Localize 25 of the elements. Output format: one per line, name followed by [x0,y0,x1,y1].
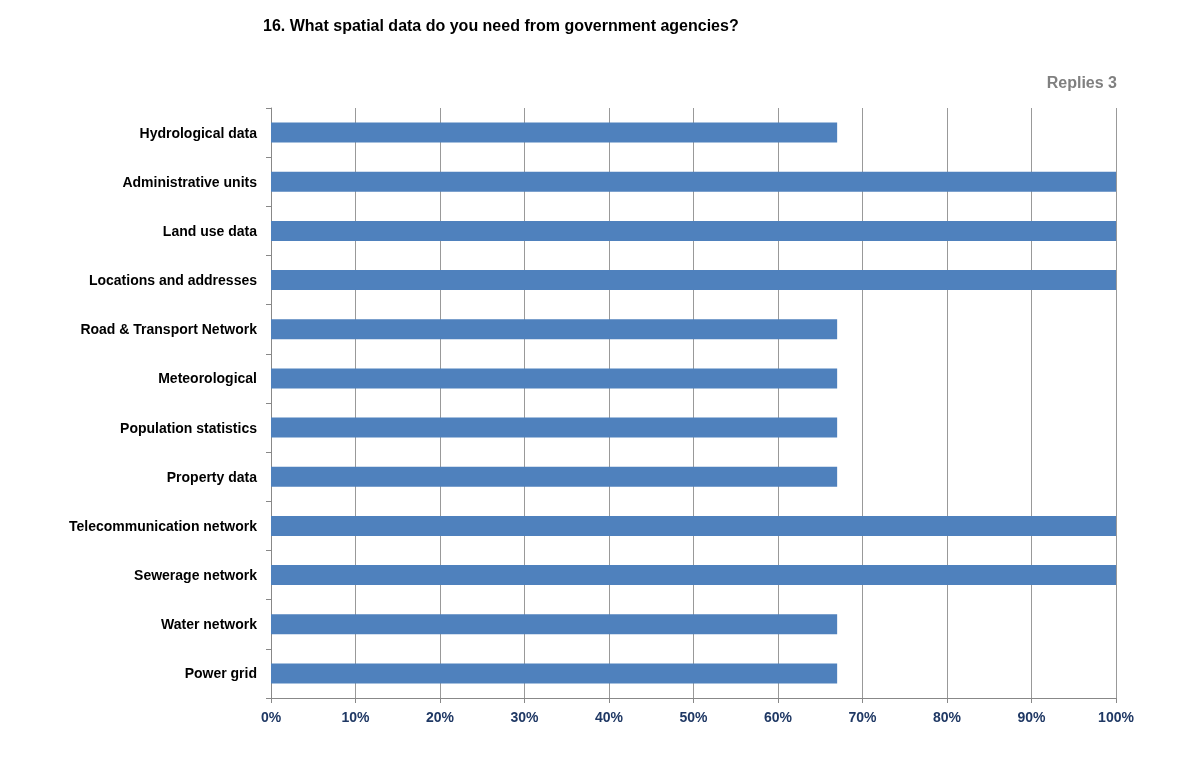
y-tick-label: Telecommunication network [69,517,258,534]
y-tick-label: Property data [166,468,258,485]
x-tick-label: 0% [260,709,282,725]
x-tick-label: 20% [425,709,455,725]
y-tick-label: Sewerage network [134,567,258,584]
y-tick-label: Population statistics [120,419,258,436]
x-tick-label: 30% [510,709,540,725]
y-tick-label: Road & Transport Network [80,321,258,338]
y-tick-label: Land use data [162,222,258,239]
x-tick-label: 70% [848,709,878,725]
y-tick-label: Locations and addresses [88,272,258,289]
chart-title: 16. What spatial data do you need from government agencies? [263,16,739,34]
x-tick-label: 80% [932,709,962,725]
y-tick-label: Hydrological data [139,124,258,141]
y-tick-label: Administrative units [122,173,258,190]
x-tick-label: 60% [763,709,793,725]
y-tick-label: Meteorological [158,370,257,387]
y-tick-label: Water network [161,616,258,633]
x-tick-label: 10% [341,709,371,725]
x-tick-label: 100% [1098,709,1135,725]
x-tick-label: 50% [679,709,709,725]
text: Replies 3 [1046,73,1118,91]
y-tick-label: Power grid [184,665,257,682]
x-tick-label: 40% [594,709,624,725]
x-tick-label: 90% [1017,709,1047,725]
